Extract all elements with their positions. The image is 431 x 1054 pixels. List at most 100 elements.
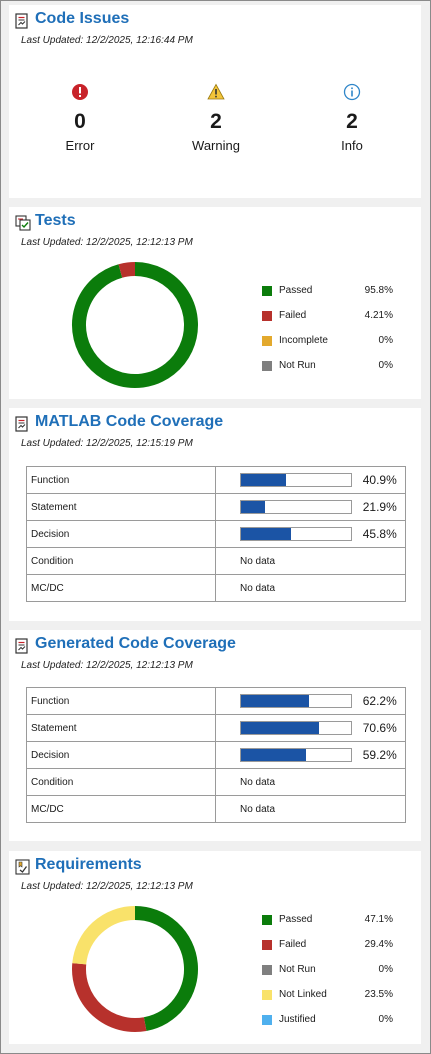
tests-slice-passed[interactable]: [72, 262, 198, 388]
legend-percent: 0%: [378, 335, 393, 346]
legend-percent: 29.4%: [364, 939, 393, 950]
legend-row-incomplete[interactable]: Incomplete 0%: [261, 331, 396, 356]
coverage-bar: [240, 527, 352, 541]
coverage-percent: 70.6%: [362, 721, 397, 735]
legend-row-passed[interactable]: Passed 47.1%: [261, 910, 396, 935]
code-issues-panel: Code Issues Last Updated: 12/2/2025, 12:…: [9, 5, 421, 198]
requirements-title[interactable]: Requirements: [35, 856, 142, 873]
coverage-bar: [240, 500, 352, 514]
coverage-bar-fill: [241, 695, 310, 707]
legend-label: Failed: [279, 939, 307, 950]
warning-label: Warning: [192, 138, 240, 153]
info-count: 2: [346, 110, 358, 133]
requirements-donut-chart[interactable]: [70, 904, 200, 1034]
legend-row-failed[interactable]: Failed 4.21%: [261, 306, 396, 331]
matlab-coverage-table: Function 40.9% Statement 21.9% Decision …: [26, 466, 406, 602]
coverage-bar-fill: [241, 528, 292, 540]
legend-label: Not Run: [279, 360, 316, 371]
metric-label: Decision: [26, 520, 216, 548]
generated-coverage-panel: Generated Code Coverage Last Updated: 12…: [9, 630, 421, 841]
metric-label: MC/DC: [26, 574, 216, 602]
legend-label: Passed: [279, 914, 313, 925]
code-issues-last-updated: Last Updated: 12/2/2025, 12:16:44 PM: [21, 35, 193, 46]
requirements-slice-passed[interactable]: [134, 906, 198, 1031]
tests-last-updated: Last Updated: 12/2/2025, 12:12:13 PM: [21, 237, 193, 248]
justified-swatch: [262, 1015, 272, 1025]
coverage-bar-fill: [241, 474, 286, 486]
no-data-text: No data: [215, 574, 406, 602]
requirements-legend: Passed 47.1% Failed 29.4% Not Run 0% Not…: [261, 910, 396, 1035]
no-data-text: No data: [215, 547, 406, 575]
coverage-percent: 40.9%: [362, 473, 397, 487]
legend-percent: 47.1%: [364, 914, 393, 925]
generated-coverage-title[interactable]: Generated Code Coverage: [35, 635, 236, 652]
error-label: Error: [65, 138, 95, 153]
warning-count: 2: [210, 110, 222, 133]
metric-label: Decision: [26, 741, 216, 769]
failed-swatch: [262, 940, 272, 950]
table-row[interactable]: Statement 21.9%: [26, 493, 406, 521]
legend-label: Justified: [279, 1014, 316, 1025]
legend-label: Failed: [279, 310, 307, 321]
table-row[interactable]: Decision 45.8%: [26, 520, 406, 548]
requirements-slice-not-linked[interactable]: [72, 906, 136, 965]
table-row[interactable]: Function 40.9%: [26, 466, 406, 494]
legend-percent: 23.5%: [364, 989, 393, 1000]
table-row[interactable]: Statement 70.6%: [26, 714, 406, 742]
coverage-bar-fill: [241, 501, 266, 513]
no-data-text: No data: [215, 795, 406, 823]
not-linked-swatch: [262, 990, 272, 1000]
failed-swatch: [262, 311, 272, 321]
table-row[interactable]: Condition No data: [26, 768, 406, 796]
legend-row-passed[interactable]: Passed 95.8%: [261, 281, 396, 306]
matlab-coverage-title[interactable]: MATLAB Code Coverage: [35, 413, 224, 430]
legend-label: Incomplete: [279, 335, 328, 346]
tests-donut-chart[interactable]: [70, 260, 200, 390]
coverage-percent: 59.2%: [362, 748, 397, 762]
error-count: 0: [74, 110, 86, 133]
tests-slice-failed[interactable]: [118, 262, 136, 278]
warning-summary[interactable]: 2 Warning: [176, 83, 256, 153]
requirements-panel: Requirements Last Updated: 12/2/2025, 12…: [9, 851, 421, 1044]
table-row[interactable]: Decision 59.2%: [26, 741, 406, 769]
table-row[interactable]: MC/DC No data: [26, 795, 406, 823]
coverage-bar: [240, 694, 352, 708]
info-summary[interactable]: 2 Info: [312, 83, 392, 153]
incomplete-swatch: [262, 336, 272, 346]
requirements-last-updated: Last Updated: 12/2/2025, 12:12:13 PM: [21, 881, 193, 892]
table-row[interactable]: Function 62.2%: [26, 687, 406, 715]
passed-swatch: [262, 915, 272, 925]
report-icon: [15, 13, 28, 29]
code-issues-title[interactable]: Code Issues: [35, 10, 130, 27]
legend-percent: 0%: [378, 1014, 393, 1025]
legend-row-failed[interactable]: Failed 29.4%: [261, 935, 396, 960]
table-row[interactable]: Condition No data: [26, 547, 406, 575]
warning-icon: [207, 83, 225, 100]
coverage-bar-fill: [241, 722, 319, 734]
info-label: Info: [341, 138, 363, 153]
legend-row-not-linked[interactable]: Not Linked 23.5%: [261, 985, 396, 1010]
metric-label: Condition: [26, 547, 216, 575]
legend-percent: 0%: [378, 964, 393, 975]
legend-row-not-run[interactable]: Not Run 0%: [261, 960, 396, 985]
coverage-bar: [240, 473, 352, 487]
tests-icon: [15, 215, 31, 231]
report-icon: [15, 416, 28, 432]
legend-label: Passed: [279, 285, 313, 296]
metric-label: Statement: [26, 714, 216, 742]
legend-percent: 0%: [378, 360, 393, 371]
legend-percent: 95.8%: [364, 285, 393, 296]
legend-row-justified[interactable]: Justified 0%: [261, 1010, 396, 1035]
tests-title[interactable]: Tests: [35, 212, 76, 229]
metric-label: Function: [26, 687, 216, 715]
no-data-text: No data: [215, 768, 406, 796]
table-row[interactable]: MC/DC No data: [26, 574, 406, 602]
passed-swatch: [262, 286, 272, 296]
matlab-coverage-panel: MATLAB Code Coverage Last Updated: 12/2/…: [9, 408, 421, 621]
coverage-percent: 62.2%: [362, 694, 397, 708]
legend-row-not-run[interactable]: Not Run 0%: [261, 356, 396, 381]
requirements-slice-failed[interactable]: [72, 963, 147, 1032]
error-summary[interactable]: 0 Error: [40, 83, 120, 153]
tests-legend: Passed 95.8% Failed 4.21% Incomplete 0% …: [261, 281, 396, 381]
